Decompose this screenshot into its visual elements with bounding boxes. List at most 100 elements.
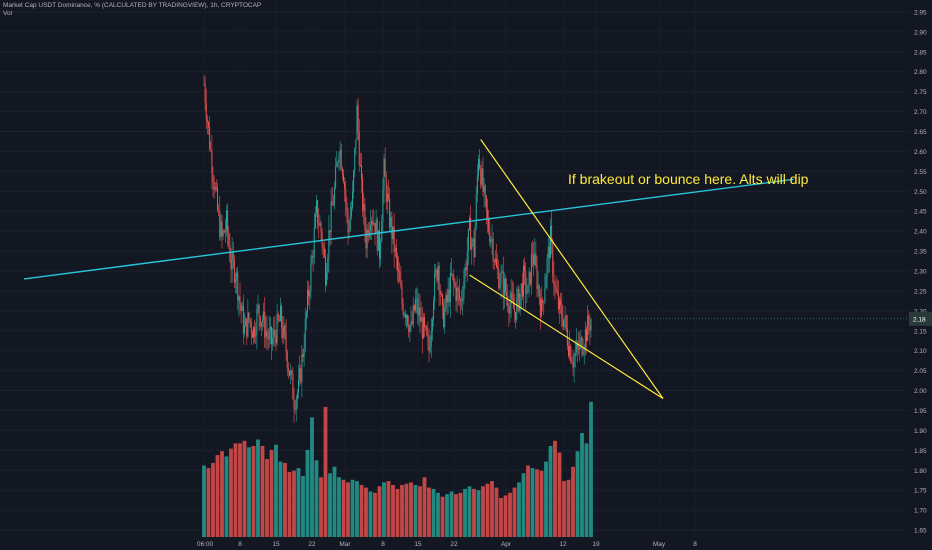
candle-body: [397, 257, 398, 270]
volume-bar: [476, 490, 481, 537]
candle-body: [429, 347, 431, 352]
volume-bar: [539, 470, 544, 537]
candle-body: [340, 149, 342, 169]
volume-bar: [350, 479, 355, 537]
candle-body: [475, 193, 477, 227]
candle-body: [415, 299, 416, 311]
candle-body: [350, 207, 352, 217]
candle-body: [227, 210, 229, 234]
candle-body: [465, 267, 467, 271]
candle-body: [447, 289, 449, 303]
candle-body: [492, 238, 494, 261]
candle-body: [292, 373, 294, 400]
y-tick-label: 2.65: [914, 129, 927, 136]
volume-bar: [274, 444, 278, 537]
volume-bar: [377, 486, 382, 537]
candle-body: [478, 158, 479, 176]
volume-bar: [499, 498, 503, 537]
candle-body: [535, 253, 537, 266]
volume-bar: [481, 486, 485, 537]
volume-bar: [418, 486, 422, 537]
candle-body: [363, 203, 365, 211]
wedge-upper-line: [480, 139, 664, 399]
candle-body: [434, 272, 436, 302]
candle-body: [476, 175, 478, 194]
candle-body: [383, 158, 385, 190]
grid: [0, 11, 908, 531]
time-axis[interactable]: 06:00 8 15 22 Mar 8 15 22 Apr 12 19 May 8: [197, 541, 697, 548]
candle-body: [500, 272, 502, 284]
candle-body: [303, 348, 305, 357]
y-tick-label: 1.90: [914, 428, 927, 435]
candle-body: [584, 329, 586, 348]
volume-bar: [535, 469, 539, 537]
candle-body: [430, 331, 432, 348]
candle-body: [554, 284, 556, 288]
candle-body: [426, 327, 428, 335]
y-tick-label: 2.90: [914, 29, 927, 36]
candle-body: [519, 293, 521, 311]
volume-bar: [436, 492, 440, 537]
candle-body: [331, 201, 333, 206]
candle-body: [590, 319, 592, 331]
volume-bar: [517, 482, 521, 537]
price-axis[interactable]: 1.65 1.70 1.75 1.80 1.85 1.90 1.95 2.00 2.05 2.10…: [600, 9, 932, 535]
volume-bar: [566, 479, 571, 537]
volume-bar: [337, 477, 341, 537]
x-tick-label: Mar: [339, 541, 351, 548]
candle-body: [443, 305, 445, 327]
candle-body: [394, 247, 396, 253]
candle-body: [256, 309, 258, 335]
volume-bar: [400, 485, 404, 537]
candle-body: [301, 354, 303, 383]
y-tick-label: 1.95: [914, 408, 927, 415]
volume-bar: [467, 486, 472, 537]
candle-body: [222, 230, 224, 237]
candle-body: [317, 200, 319, 224]
y-tick-label: 1.85: [914, 448, 927, 455]
candle-body: [336, 162, 338, 167]
candle-body: [411, 321, 413, 324]
candle-body: [489, 231, 491, 243]
candle-body: [407, 315, 409, 325]
candle-body: [344, 182, 346, 189]
candle-body: [224, 229, 226, 233]
candle-body: [286, 352, 288, 369]
candle-body: [257, 304, 259, 310]
candle-body: [538, 285, 540, 299]
candle-body: [246, 318, 248, 337]
candle-body: [502, 271, 504, 297]
x-tick-label: 22: [450, 541, 458, 548]
candle-body: [265, 330, 267, 338]
x-tick-label: 15: [272, 541, 280, 548]
drawings[interactable]: [23, 139, 794, 400]
candle-body: [485, 195, 487, 211]
candle-body: [565, 315, 567, 329]
candle-body: [368, 229, 370, 237]
y-tick-label: 2.75: [914, 89, 927, 96]
candle-body: [332, 204, 334, 206]
candle-body: [462, 298, 464, 301]
candle-body: [300, 368, 302, 383]
candle-body: [379, 230, 380, 259]
candle-body: [524, 265, 526, 272]
candle-body: [572, 363, 574, 368]
candle-body: [439, 290, 441, 295]
volume-bar: [305, 449, 310, 537]
candle-body: [510, 292, 512, 304]
annotation-text[interactable]: If brakeout or bounce here. Alts will di…: [568, 171, 809, 187]
y-tick-label: 2.05: [914, 368, 927, 375]
volume-bar: [292, 470, 296, 537]
candle-body: [416, 298, 418, 300]
candle-body: [206, 119, 208, 123]
y-tick-label: 1.80: [914, 468, 927, 475]
candle-body: [339, 149, 341, 156]
candle-body: [449, 272, 451, 303]
candle-body: [518, 288, 520, 311]
candle-body: [543, 301, 545, 303]
y-tick-label: 2.85: [914, 49, 927, 56]
candle-body: [226, 210, 227, 230]
candle-body: [272, 338, 274, 345]
